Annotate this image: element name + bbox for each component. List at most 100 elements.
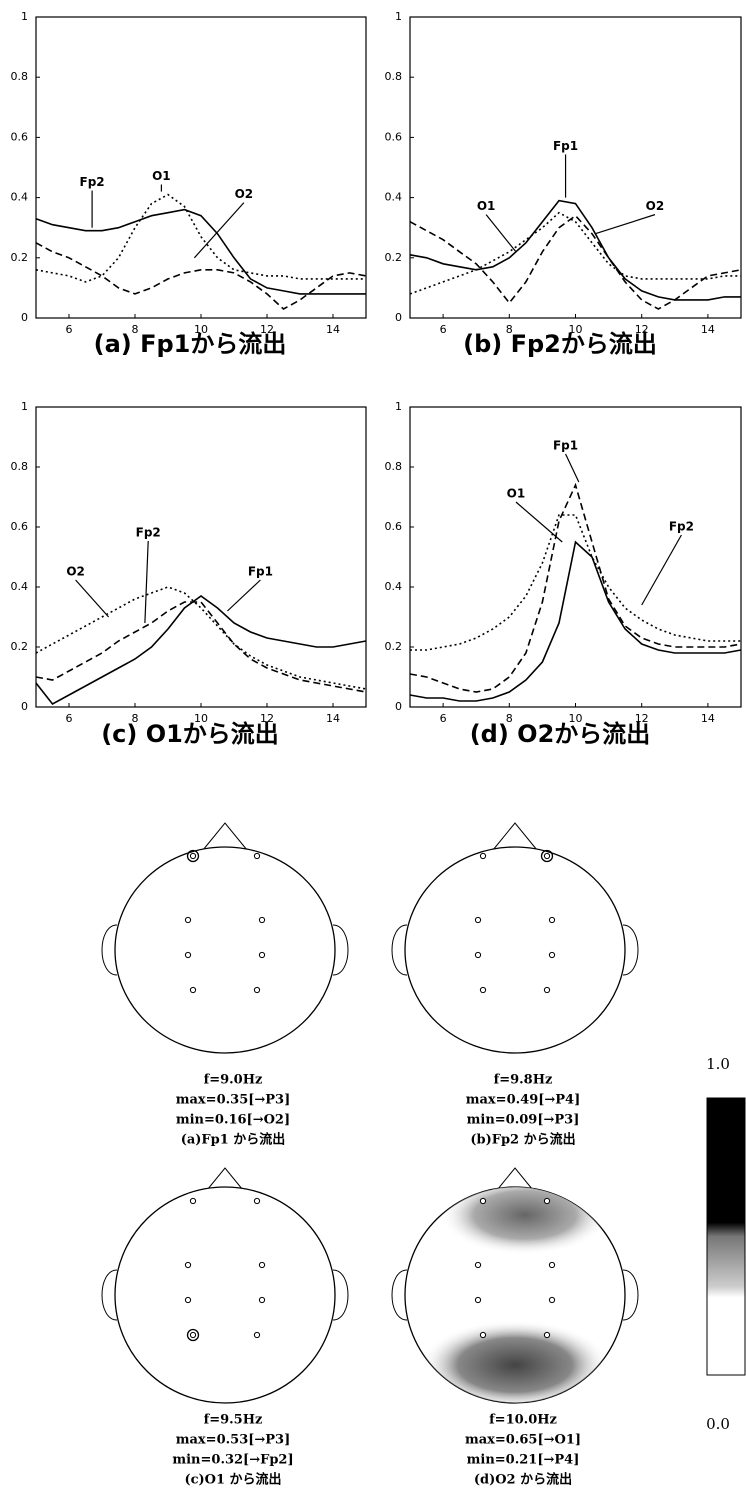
head-ear [622, 924, 639, 976]
head-nose [492, 1167, 538, 1196]
x-tick-label: 8 [506, 323, 513, 336]
series-line [409, 211, 741, 295]
head-map-caption: min=0.16[→O2] [176, 1113, 290, 1128]
series-line [35, 208, 366, 295]
y-tick-label: 0.2 [11, 251, 29, 264]
electrode [474, 951, 482, 959]
electrode [543, 1197, 551, 1205]
electrode [479, 1197, 487, 1205]
electrode [258, 1261, 266, 1269]
y-tick-label: 0.6 [385, 130, 403, 143]
head-map-caption: min=0.21[→P4] [467, 1453, 580, 1468]
series-line [35, 601, 367, 693]
head-nose [492, 822, 538, 851]
x-tick-label: 12 [635, 712, 649, 725]
electrode [253, 1331, 261, 1339]
x-tick-label: 14 [326, 712, 340, 725]
electrode [548, 951, 556, 959]
y-tick-label: 0 [21, 700, 28, 713]
y-tick-label: 1 [21, 10, 28, 23]
series-label: O2 [646, 199, 665, 213]
head-ear [332, 1269, 349, 1321]
head-map-caption: (a)Fp1 から流出 [181, 1132, 286, 1148]
electrode [253, 1197, 261, 1205]
x-tick-label: 12 [260, 323, 274, 336]
x-tick-label: 12 [260, 712, 274, 725]
head-map-caption: max=0.49[→P4] [466, 1093, 581, 1108]
head-map-caption: (d)O2 から流出 [474, 1472, 572, 1488]
electrode [548, 1261, 556, 1269]
chart-caption: (d) O2から流出 [470, 720, 651, 748]
y-tick-label: 1 [395, 10, 402, 23]
electrode [189, 1197, 197, 1205]
y-tick-label: 0.4 [11, 580, 29, 593]
series-line [409, 482, 742, 693]
y-tick-label: 0.8 [385, 70, 403, 83]
series-label: O1 [152, 169, 171, 183]
electrode [253, 986, 261, 994]
head-nose [202, 822, 248, 851]
head-ear [622, 1269, 639, 1321]
electrode [548, 916, 556, 924]
head-map-caption: min=0.09[→P3] [467, 1113, 580, 1128]
electrode [479, 1331, 487, 1339]
x-tick-label: 10 [569, 323, 583, 336]
head-map-caption: max=0.53[→P3] [176, 1433, 291, 1448]
head-ear [391, 924, 408, 976]
electrode-source [186, 849, 200, 863]
y-tick-label: 0.8 [11, 70, 29, 83]
colorbar-label: 1.0 [706, 1055, 730, 1073]
electrode [184, 1296, 192, 1304]
x-tick-label: 14 [701, 712, 715, 725]
series-label: Fp2 [669, 520, 694, 534]
head [114, 1186, 336, 1404]
series-label: Fp1 [553, 139, 578, 153]
label-leader [515, 501, 563, 543]
x-tick-label: 6 [66, 323, 73, 336]
electrode [479, 986, 487, 994]
head-map-caption: f=9.8Hz [494, 1073, 553, 1088]
chart-caption: (a) Fp1から流出 [94, 330, 287, 358]
head-ear [332, 924, 349, 976]
electrode [543, 1331, 551, 1339]
series-line [409, 199, 741, 301]
electrode-source [186, 1328, 200, 1342]
head [114, 846, 336, 1054]
y-tick-label: 0.8 [11, 460, 29, 473]
x-tick-label: 8 [506, 712, 513, 725]
label-leader [144, 540, 149, 624]
y-tick-label: 0.4 [11, 191, 29, 204]
chart-caption: (b) Fp2から流出 [463, 330, 657, 358]
head-nose [202, 1167, 248, 1196]
series-line [409, 214, 742, 310]
x-tick-label: 12 [635, 323, 649, 336]
head-map-caption: max=0.35[→P3] [176, 1093, 291, 1108]
x-tick-label: 14 [326, 323, 340, 336]
series-label: O1 [477, 199, 496, 213]
electrode [479, 852, 487, 860]
x-tick-label: 6 [66, 712, 73, 725]
y-tick-label: 0.6 [385, 520, 403, 533]
electrode-source [540, 849, 554, 863]
plot-frame [35, 406, 367, 708]
series-line [35, 193, 366, 283]
electrode [258, 951, 266, 959]
series-label: Fp2 [80, 175, 105, 189]
series-line [409, 540, 742, 702]
y-tick-label: 0.4 [385, 191, 403, 204]
head-map-caption: min=0.32[→Fp2] [172, 1453, 293, 1468]
head-ear [101, 924, 118, 976]
electrode [548, 1296, 556, 1304]
electrode [184, 1261, 192, 1269]
label-leader [565, 453, 580, 483]
electrode [543, 986, 551, 994]
electrode [189, 986, 197, 994]
chart-caption: (c) O1から流出 [101, 720, 279, 748]
label-leader [595, 214, 656, 235]
electrode [189, 1331, 197, 1339]
head-map-caption: f=9.0Hz [204, 1073, 263, 1088]
x-tick-label: 6 [440, 712, 447, 725]
electrode [474, 1296, 482, 1304]
plot-frame [409, 16, 742, 319]
electrode [189, 852, 197, 860]
